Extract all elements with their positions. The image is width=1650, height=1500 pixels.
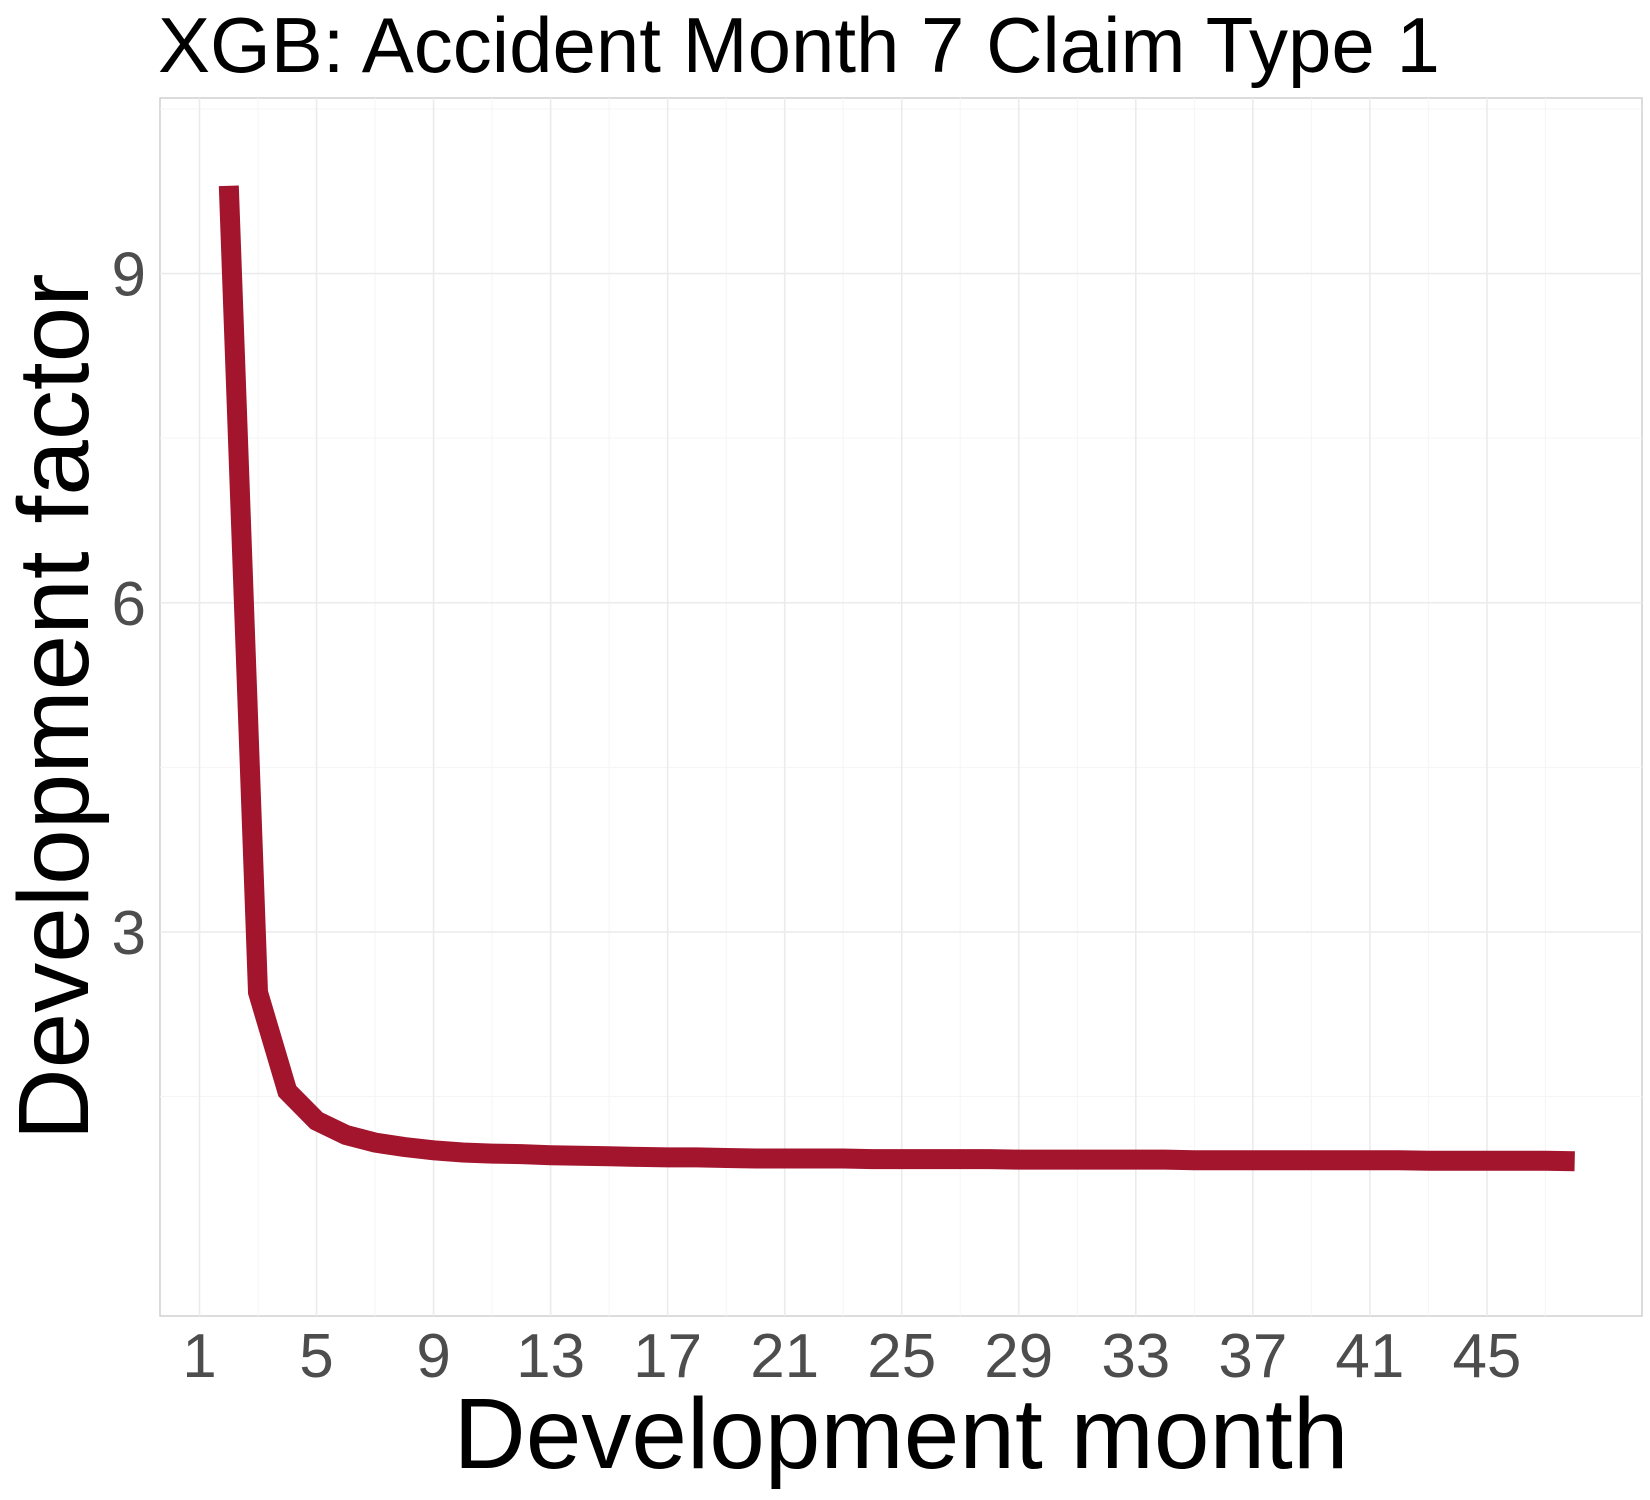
x-axis-title: Development month bbox=[454, 1378, 1349, 1490]
x-tick-label: 17 bbox=[633, 1322, 702, 1391]
x-tick-label: 29 bbox=[984, 1322, 1053, 1391]
x-tick-label: 45 bbox=[1452, 1322, 1521, 1391]
y-tick-label: 6 bbox=[112, 570, 146, 639]
x-tick-label: 33 bbox=[1101, 1322, 1170, 1391]
y-axis-ticks: 3 6 9 bbox=[112, 241, 146, 968]
x-axis-ticks: 1 5 9 13 17 21 25 29 33 37 41 45 bbox=[182, 1322, 1521, 1391]
x-tick-label: 25 bbox=[867, 1322, 936, 1391]
x-tick-label: 5 bbox=[299, 1322, 333, 1391]
grid bbox=[160, 98, 1642, 1316]
x-tick-label: 13 bbox=[516, 1322, 585, 1391]
y-tick-label: 9 bbox=[112, 241, 146, 310]
x-tick-label: 37 bbox=[1218, 1322, 1287, 1391]
chart-title: XGB: Accident Month 7 Claim Type 1 bbox=[158, 1, 1440, 89]
x-tick-label: 41 bbox=[1335, 1322, 1404, 1391]
series-layer bbox=[218, 185, 1575, 1172]
y-axis-title: Development factor bbox=[0, 273, 110, 1140]
x-tick-label: 1 bbox=[182, 1322, 216, 1391]
series-line bbox=[218, 185, 1575, 1172]
x-tick-label: 9 bbox=[416, 1322, 450, 1391]
x-tick-label: 21 bbox=[750, 1322, 819, 1391]
y-tick-label: 3 bbox=[112, 899, 146, 968]
